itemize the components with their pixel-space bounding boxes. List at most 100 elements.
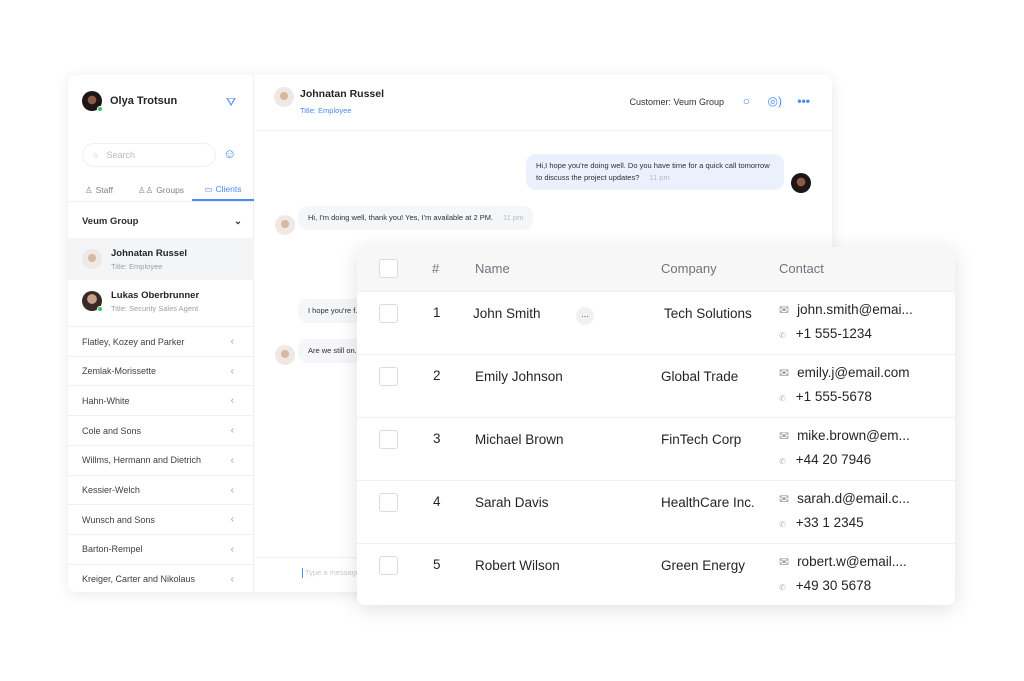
group-item[interactable]: Willms, Hermann and Dietrich ‹ <box>68 444 254 475</box>
tab-staff[interactable]: ♙ Staff <box>68 179 130 201</box>
chat-contact-name: Johnatan Russel <box>300 88 385 100</box>
row-checkbox[interactable] <box>379 493 398 512</box>
avatar <box>82 91 103 112</box>
row-email[interactable]: ✉ john.smith@emai... <box>779 302 913 317</box>
header-number: # <box>432 261 440 276</box>
chevron-left-icon: ‹ <box>230 395 234 407</box>
chevron-left-icon: ‹ <box>230 543 234 555</box>
avatar <box>791 173 811 193</box>
row-email[interactable]: ✉ emily.j@email.com <box>779 365 910 380</box>
row-checkbox[interactable] <box>379 430 398 449</box>
row-email[interactable]: ✉ sarah.d@email.c... <box>779 491 910 506</box>
person-icon: ♙ <box>85 184 93 195</box>
phone-text: +33 1 2345 <box>795 515 864 530</box>
chevron-left-icon: ‹ <box>230 573 234 585</box>
table-row[interactable]: 3 Michael Brown FinTech Corp ✉ mike.brown… <box>357 417 955 480</box>
contact-title: Title: Employee <box>111 261 163 271</box>
tab-label: Clients <box>215 184 242 194</box>
tab-clients[interactable]: ▭ Clients <box>192 179 254 201</box>
chat-contact-title: Title: Employee <box>300 106 352 115</box>
group-name: Cole and Sons <box>82 425 142 436</box>
avatar <box>275 345 295 365</box>
row-company: Green Energy <box>661 558 746 573</box>
group-item[interactable]: Wunsch and Sons ‹ <box>68 504 254 534</box>
row-name: Robert Wilson <box>475 558 560 573</box>
group-name: Veum Group <box>82 216 139 227</box>
phone-icon: ✆ <box>779 457 786 466</box>
group-name: Kreiger, Carter and Nikolaus <box>82 574 196 585</box>
contact-item[interactable]: Johnatan Russel Title: Employee <box>68 238 254 280</box>
row-email[interactable]: ✉ mike.brown@em... <box>779 428 910 443</box>
group-name: Willms, Hermann and Dietrich <box>82 455 202 466</box>
message-text: Are we still on... <box>308 346 361 355</box>
search-input[interactable]: ○ Search <box>82 143 216 167</box>
group-name: Kessier-Welch <box>82 485 140 495</box>
row-phone[interactable]: ✆ +1 555-1234 <box>779 326 872 341</box>
group-name: Flatley, Kozey and Parker <box>82 336 185 347</box>
email-text: sarah.d@email.c... <box>797 491 910 506</box>
row-phone[interactable]: ✆ +49 30 5678 <box>779 578 871 593</box>
briefcase-icon: ▭ <box>204 183 213 194</box>
row-name: Emily Johnson <box>475 369 563 384</box>
chat-header: Johnatan Russel Title: Employee Customer… <box>255 75 832 131</box>
search-placeholder: Search <box>106 150 135 160</box>
phone-icon: ✆ <box>779 331 786 340</box>
row-email[interactable]: ✉ robert.w@email.... <box>779 554 907 569</box>
chevron-left-icon: ‹ <box>230 336 234 347</box>
row-checkbox[interactable] <box>379 556 398 575</box>
filter-icon[interactable]: ⛛ <box>226 95 237 109</box>
chevron-left-icon: ‹ <box>230 425 234 437</box>
header-company[interactable]: Company <box>661 261 717 276</box>
message-incoming: Hi, I'm doing well, thank you! Yes, I'm … <box>298 206 534 230</box>
phone-icon: ✆ <box>779 520 786 529</box>
row-checkbox[interactable] <box>379 304 398 323</box>
row-phone[interactable]: ✆ +44 20 7946 <box>779 452 871 467</box>
avatar <box>82 291 103 312</box>
sidebar: Olya Trotsun ⛛ ○ Search ☺ ♙ Staff ♙♙ Groups… <box>68 75 254 592</box>
table-row[interactable]: 2 Emily Johnson Global Trade ✉ emily.j@em… <box>357 354 955 417</box>
select-all-checkbox[interactable] <box>379 259 398 278</box>
input-placeholder: Type a message <box>305 568 361 577</box>
current-user[interactable]: Olya Trotsun <box>82 91 178 112</box>
row-number: 4 <box>433 494 441 509</box>
row-company: Global Trade <box>661 369 739 384</box>
row-name: John Smith <box>473 306 541 321</box>
group-header-veum[interactable]: Veum Group ⌄ <box>82 216 242 227</box>
row-number: 2 <box>433 368 441 383</box>
row-phone[interactable]: ✆ +1 555-5678 <box>779 389 872 404</box>
more-options-button[interactable]: ... <box>576 307 594 325</box>
row-phone[interactable]: ✆ +33 1 2345 <box>779 515 864 530</box>
search-icon[interactable]: ○ <box>742 94 750 108</box>
group-name: Hahn-White <box>82 395 130 406</box>
tab-label: Groups <box>156 185 185 195</box>
group-item[interactable]: Kreiger, Carter and Nikolaus ‹ <box>68 563 254 592</box>
chevron-left-icon: ‹ <box>230 514 234 526</box>
group-item[interactable]: Zemlak-Morissette ‹ <box>68 355 254 386</box>
group-item[interactable]: Barton-Rempel ‹ <box>68 533 254 564</box>
mail-icon: ✉ <box>779 303 790 317</box>
group-item[interactable]: Kessier-Welch ‹ <box>68 474 254 505</box>
contact-item[interactable]: Lukas Oberbrunner Title: Security Sales A… <box>68 280 254 322</box>
user-name: Olya Trotsun <box>110 95 178 107</box>
group-item[interactable]: Cole and Sons ‹ <box>68 415 254 445</box>
table-row[interactable]: 4 Sarah Davis HealthCare Inc. ✉ sarah.d@e… <box>357 480 955 543</box>
group-item[interactable]: Hahn-White ‹ <box>68 385 254 415</box>
header-contact[interactable]: Contact <box>779 261 824 276</box>
more-icon[interactable]: ••• <box>797 94 810 108</box>
tab-groups[interactable]: ♙♙ Groups <box>130 179 192 201</box>
message-time: 11 pm <box>649 173 670 182</box>
phone-text: +44 20 7946 <box>795 452 872 467</box>
mail-icon: ✉ <box>779 429 790 443</box>
table-row[interactable]: 1 John Smith ... Tech Solutions ✉ john.sm… <box>357 291 955 354</box>
group-item[interactable]: Flatley, Kozey and Parker ‹ <box>68 326 254 356</box>
header-name[interactable]: Name <box>475 261 510 276</box>
new-chat-icon[interactable]: ☺ <box>223 146 237 161</box>
row-company: FinTech Corp <box>661 432 742 447</box>
sidebar-tabs: ♙ Staff ♙♙ Groups ▭ Clients <box>68 179 254 202</box>
message-text: Hi,I hope you're doing well. Do you have… <box>536 161 770 182</box>
contact-name: Lukas Oberbrunner <box>111 289 200 301</box>
call-icon[interactable]: ◎) <box>767 94 782 108</box>
table-row[interactable]: 5 Robert Wilson Green Energy ✉ robert.w@e… <box>357 543 955 605</box>
row-checkbox[interactable] <box>379 367 398 386</box>
row-number: 1 <box>433 305 441 320</box>
